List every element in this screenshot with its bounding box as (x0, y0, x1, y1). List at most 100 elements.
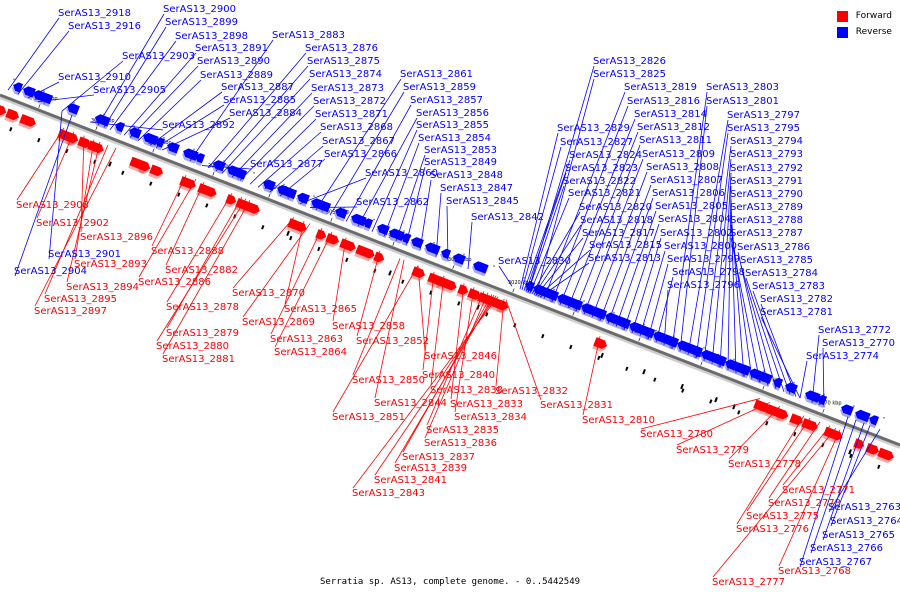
reverse-gene-label: SerAS13_2891 (195, 43, 268, 54)
reverse-gene-label: SerAS13_2821 (568, 188, 641, 199)
reverse-gene-label: SerAS13_2847 (440, 183, 513, 194)
reverse-feature-body (453, 253, 466, 265)
forward-gene-label: SerAS13_2851 (332, 412, 405, 423)
tick-mark (700, 361, 703, 366)
reverse-gene-label: SerAS13_2800 (664, 241, 737, 252)
forward-gene-label: SerAS13_2870 (232, 288, 305, 299)
reverse-gene-label: SerAS13_2799 (667, 254, 740, 265)
leader-line (529, 197, 570, 294)
leader-line (782, 425, 831, 486)
leader-line (207, 52, 307, 169)
leader-line (535, 78, 595, 296)
reverse-feature (839, 404, 854, 419)
leader-line (745, 277, 785, 393)
scale-dot (849, 453, 853, 459)
leader-line (137, 79, 202, 141)
leader-line (607, 197, 654, 324)
leader-line (623, 223, 660, 330)
forward-gene-label: SerAS13_2882 (165, 265, 238, 276)
tick-mark (638, 337, 641, 342)
leader-line (768, 421, 821, 499)
reverse-gene-label: SerAS13_2765 (822, 530, 895, 541)
reverse-feature-shadow (387, 231, 404, 244)
reverse-feature-body (237, 169, 248, 180)
scale-dot (709, 399, 713, 404)
reverse-feature (643, 328, 656, 342)
forward-feature-body (877, 447, 894, 461)
leader-line (239, 105, 315, 181)
leader-line (61, 60, 124, 112)
forward-gene-label: SerAS13_2863 (270, 334, 343, 345)
leader-line (505, 299, 542, 401)
scale-dot (463, 253, 465, 256)
genome-backbone (0, 93, 900, 447)
forward-gene-label: SerAS13_2881 (162, 354, 235, 365)
forward-gene-label: SerAS13_2844 (374, 398, 447, 409)
misc-feature (388, 270, 392, 276)
tick-mark (95, 126, 98, 131)
forward-feature-body (801, 418, 818, 431)
reverse-gene-label: SerAS13_2783 (752, 281, 825, 292)
forward-gene-label: SerAS13_2880 (156, 341, 229, 352)
scale-dot (73, 102, 75, 104)
forward-gene-label: SerAS13_2864 (274, 347, 347, 358)
reverse-gene-label: SerAS13_2910 (58, 72, 131, 83)
reverse-feature (333, 207, 348, 222)
scale-dot (43, 90, 45, 92)
forward-gene-label: SerAS13_2878 (166, 302, 239, 313)
reverse-gene-label: SerAS13_2794 (730, 136, 803, 147)
leader-line (156, 198, 247, 342)
legend-label-reverse: Reverse (855, 27, 892, 37)
tick-mark (392, 241, 395, 246)
misc-feature (714, 397, 718, 403)
leader-line (151, 175, 187, 247)
leader-line (374, 260, 405, 399)
forward-gene-label: SerAS13_2902 (36, 218, 109, 229)
scale-dot (343, 207, 345, 209)
forward-feature-shadow (138, 163, 150, 174)
reverse-gene-label: SerAS13_2876 (305, 43, 378, 54)
leader-line (430, 275, 445, 386)
forward-feature-shadow (354, 247, 374, 262)
reverse-gene-label: SerAS13_2849 (424, 157, 497, 168)
reverse-feature-body (441, 248, 452, 259)
reverse-gene-label: SerAS13_2818 (580, 215, 653, 226)
reverse-gene-label: SerAS13_2805 (655, 201, 728, 212)
reverse-gene-label: SerAS13_2871 (315, 109, 388, 120)
leader-line (539, 262, 590, 298)
reverse-feature-shadow (409, 239, 423, 252)
scale-dot (403, 230, 405, 232)
reverse-feature (783, 382, 798, 397)
leader-line (495, 298, 505, 387)
reverse-feature-body (389, 228, 405, 241)
forward-feature-shadow (148, 167, 162, 179)
reverse-feature-body (817, 394, 828, 406)
reverse-gene-label: SerAS13_2791 (730, 176, 803, 187)
leader-line (527, 185, 565, 293)
leader-line (582, 336, 601, 416)
forward-feature (800, 418, 818, 434)
reverse-gene-label: SerAS13_2885 (223, 95, 296, 106)
misc-feature (642, 369, 646, 375)
leader-line (395, 154, 426, 242)
forward-feature-shadow (800, 420, 817, 434)
reverse-gene-label: SerAS13_2784 (745, 268, 818, 279)
reverse-feature-shadow (739, 368, 751, 379)
leader-line (424, 292, 489, 439)
leader-line (332, 265, 419, 413)
leader-line (531, 211, 581, 295)
scale-dot (765, 421, 769, 426)
legend-label-forward: Forward (855, 11, 892, 21)
reverse-feature (285, 188, 298, 202)
reverse-feature-body (183, 148, 199, 161)
reverse-feature (193, 153, 206, 167)
reverse-gene-label: SerAS13_2859 (403, 82, 476, 93)
reverse-gene-label: SerAS13_2774 (806, 351, 879, 362)
reverse-gene-label: SerAS13_2877 (250, 159, 323, 170)
tick-mark (268, 193, 271, 198)
reverse-gene-label: SerAS13_2806 (652, 188, 725, 199)
leader-line (719, 172, 732, 368)
reverse-gene-label: SerAS13_2822 (563, 176, 636, 187)
leader-line (537, 249, 591, 297)
leader-line (405, 166, 426, 245)
